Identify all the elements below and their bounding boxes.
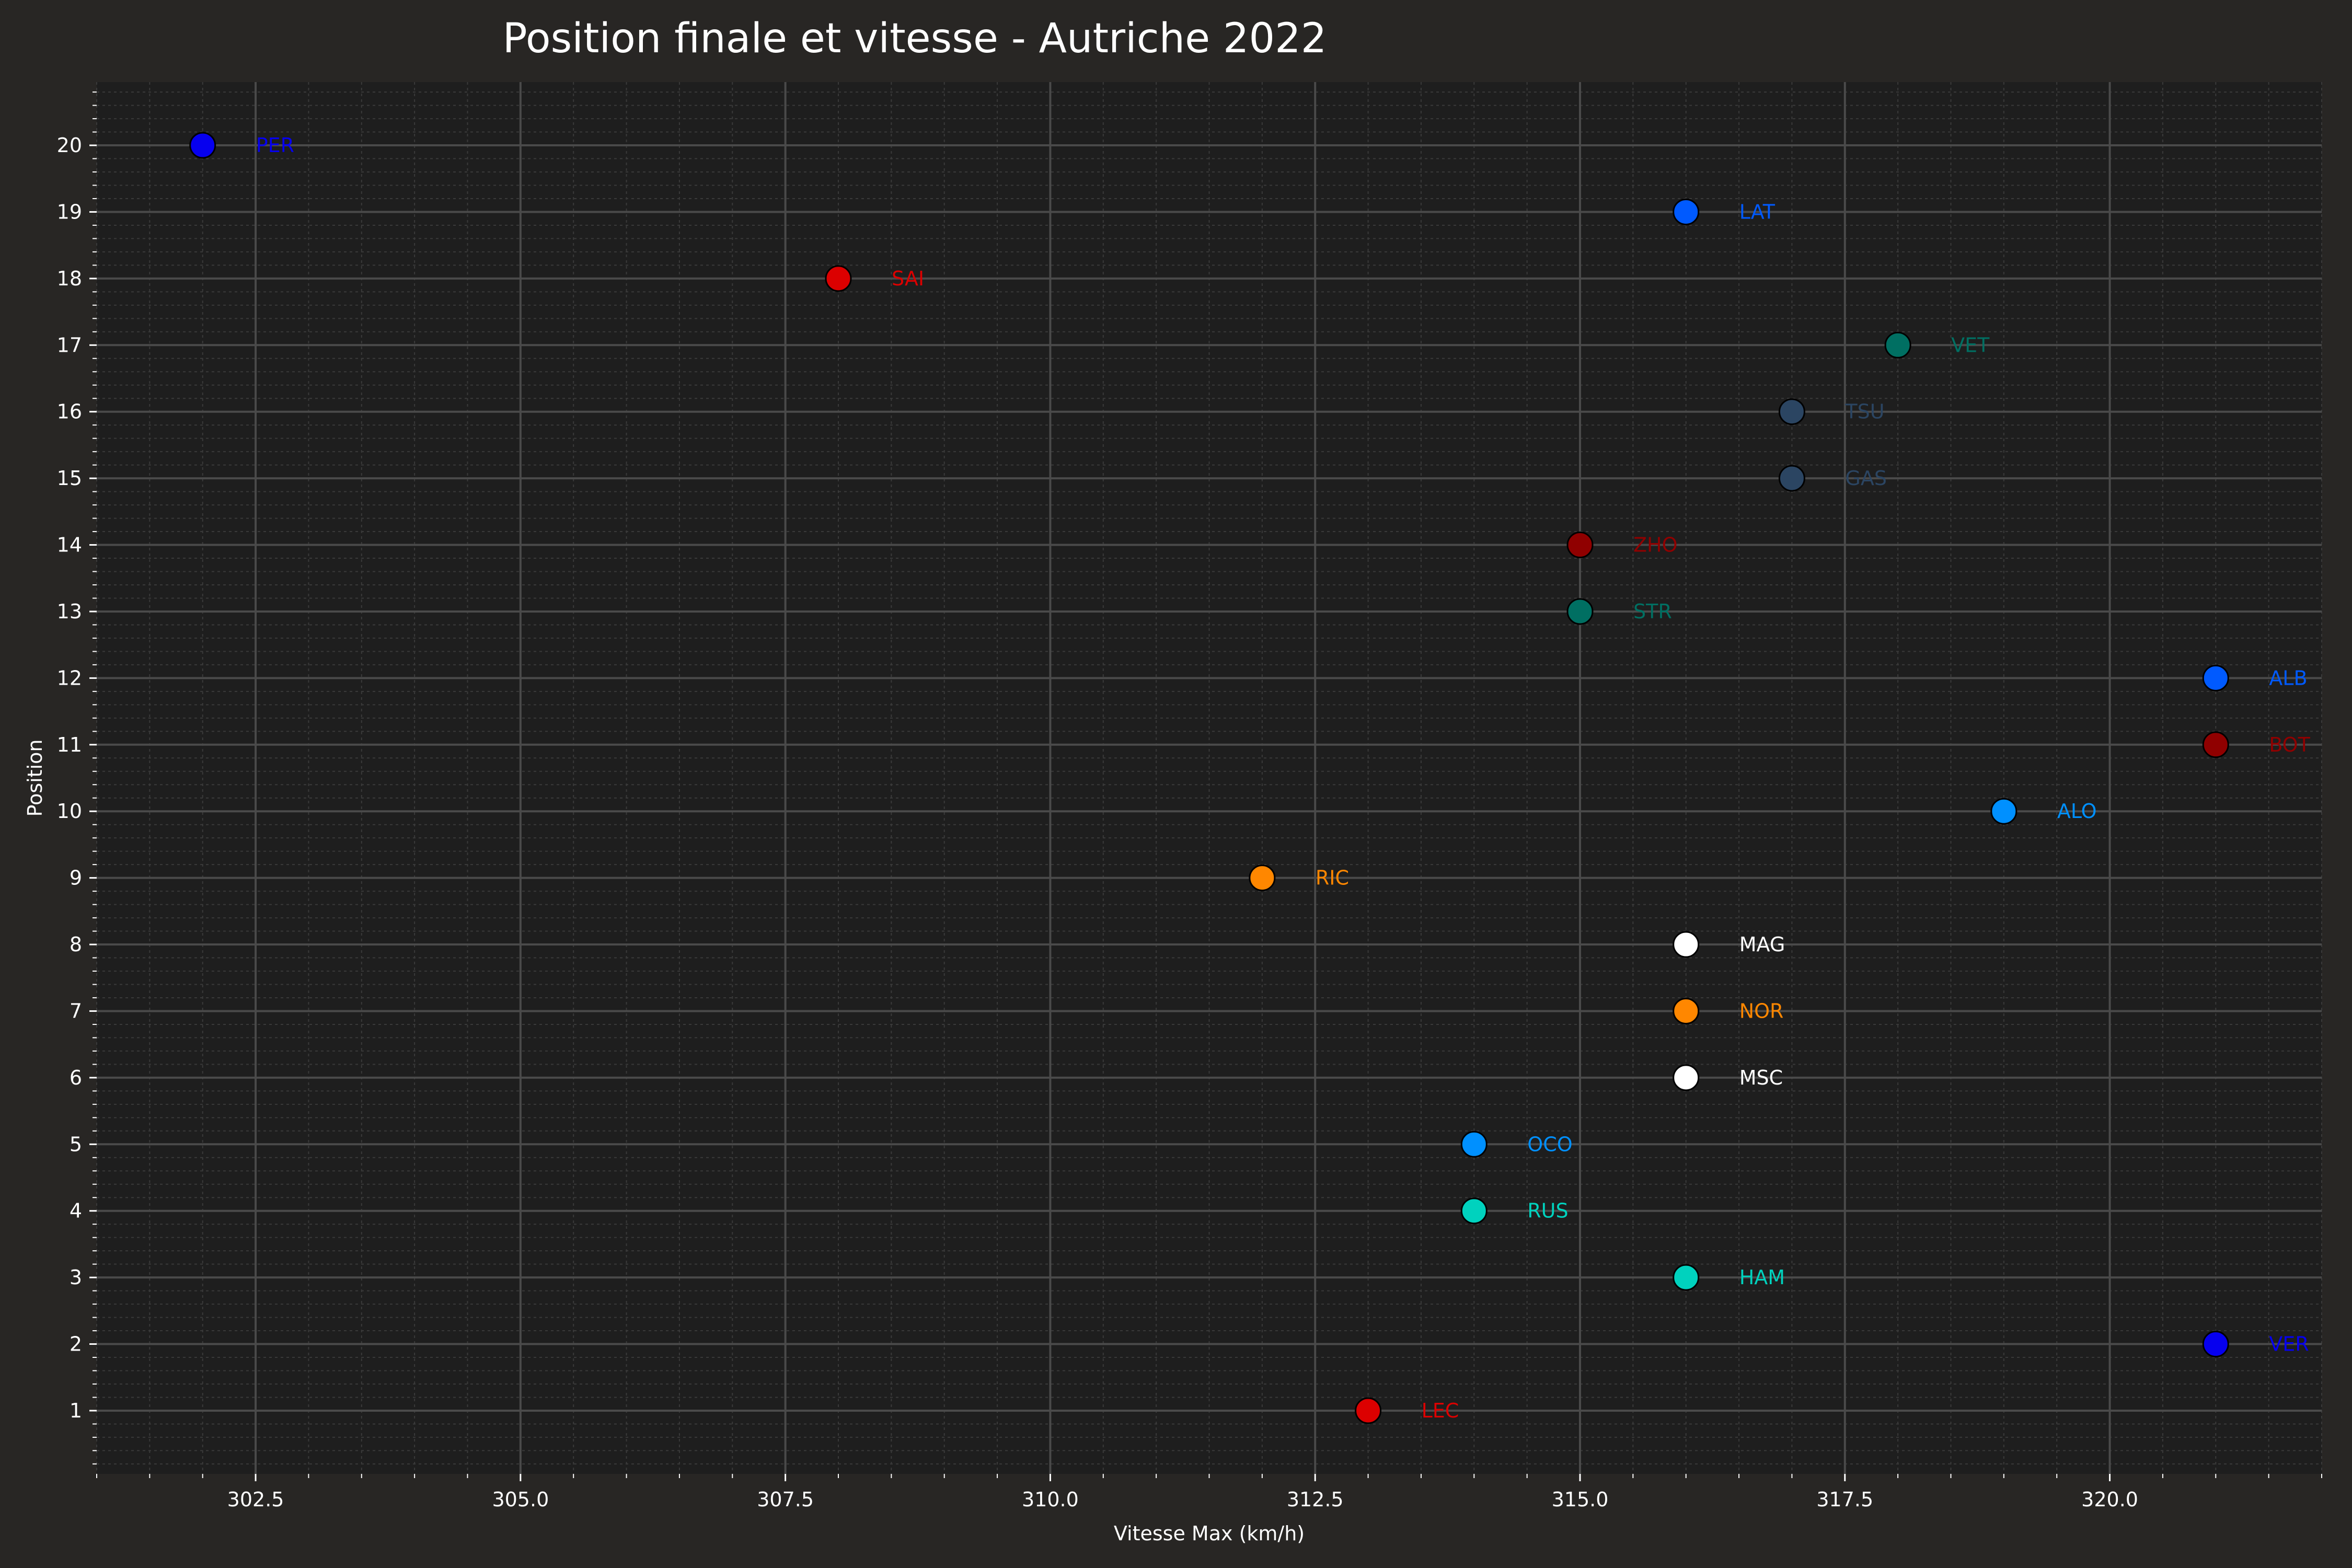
- y-tick-label: 6: [70, 1066, 82, 1089]
- y-tick-label: 13: [57, 600, 82, 623]
- y-tick-label: 3: [70, 1266, 82, 1289]
- data-point-ver: [2202, 1331, 2229, 1358]
- y-tick-label: 11: [57, 733, 82, 756]
- data-point-lec: [1355, 1397, 1382, 1424]
- data-point-label-lat: LAT: [1739, 200, 1775, 223]
- y-tick-label: 18: [57, 267, 82, 290]
- data-point-bot: [2202, 731, 2229, 758]
- data-point-label-str: STR: [1633, 600, 1672, 623]
- minor-grid: [96, 82, 2322, 1474]
- data-point-label-rus: RUS: [1527, 1200, 1568, 1223]
- major-grid: [97, 82, 2322, 1474]
- data-point-label-nor: NOR: [1739, 999, 1784, 1022]
- y-axis-title: Position: [24, 740, 47, 817]
- data-point-mag: [1673, 931, 1700, 958]
- x-tick-label: 320.0: [2081, 1488, 2138, 1511]
- data-points: [189, 132, 2229, 1424]
- data-point-vet: [1884, 331, 1911, 359]
- data-point-label-ver: VER: [2269, 1333, 2309, 1356]
- data-point-gas: [1778, 465, 1805, 492]
- data-point-alo: [1990, 798, 2017, 825]
- data-point-alb: [2202, 664, 2229, 691]
- data-point-ham: [1673, 1264, 1700, 1291]
- data-point-nor: [1673, 997, 1700, 1024]
- data-point-sai: [825, 265, 852, 292]
- data-point-label-zho: ZHO: [1633, 534, 1678, 557]
- y-tick-label: 12: [57, 666, 82, 689]
- x-tick-label: 317.5: [1816, 1488, 1873, 1511]
- data-point-label-gas: GAS: [1845, 467, 1887, 490]
- data-point-label-ric: RIC: [1316, 867, 1349, 890]
- y-tick-label: 9: [70, 867, 82, 890]
- x-axis-title: Vitesse Max (km/h): [1114, 1522, 1305, 1545]
- data-point-zho: [1566, 532, 1594, 559]
- x-tick-label: 302.5: [227, 1488, 284, 1511]
- data-point-label-tsu: TSU: [1844, 400, 1884, 423]
- y-tick-label: 8: [70, 933, 82, 956]
- y-tick-label: 14: [57, 534, 82, 557]
- data-point-label-msc: MSC: [1739, 1066, 1783, 1089]
- data-point-label-alb: ALB: [2269, 666, 2307, 689]
- x-tick-label: 307.5: [757, 1488, 814, 1511]
- x-tick-label: 310.0: [1022, 1488, 1079, 1511]
- data-point-label-oco: OCO: [1527, 1133, 1572, 1156]
- data-point-label-mag: MAG: [1739, 933, 1785, 956]
- y-tick-label: 1: [70, 1399, 82, 1422]
- data-point-ric: [1249, 864, 1276, 892]
- data-point-labels: PER LAT SAI VET TSU GAS ZHO STR ALB BOT ALO RIC MAG N…: [256, 134, 2311, 1422]
- chart-title: Position finale et vitesse - Autriche 20…: [503, 15, 1327, 62]
- x-tick-label: 315.0: [1552, 1488, 1609, 1511]
- data-point-oco: [1460, 1131, 1488, 1158]
- data-point-tsu: [1778, 398, 1805, 425]
- data-point-lat: [1673, 198, 1700, 225]
- y-tick-label: 16: [57, 400, 82, 423]
- x-tick-label: 305.0: [492, 1488, 549, 1511]
- x-axis-tick-labels: 302.5 305.0 307.5 310.0 312.5 315.0 317.5 320.0: [227, 1488, 2138, 1511]
- y-tick-label: 15: [57, 467, 82, 490]
- y-tick-label: 5: [70, 1133, 82, 1156]
- data-point-label-per: PER: [256, 134, 294, 157]
- axis-ticks: [89, 91, 2322, 1481]
- data-point-per: [189, 132, 216, 159]
- data-point-msc: [1673, 1064, 1700, 1091]
- data-point-label-lec: LEC: [1422, 1399, 1459, 1422]
- y-tick-label: 10: [57, 800, 82, 823]
- data-point-label-alo: ALO: [2057, 800, 2097, 823]
- data-point-label-bot: BOT: [2269, 733, 2310, 756]
- data-point-label-vet: VET: [1951, 333, 1990, 356]
- x-tick-label: 312.5: [1287, 1488, 1344, 1511]
- data-point-str: [1566, 598, 1594, 625]
- y-tick-label: 4: [70, 1200, 82, 1223]
- y-tick-label: 2: [70, 1333, 82, 1356]
- data-point-label-sai: SAI: [892, 267, 924, 290]
- y-tick-label: 20: [57, 134, 82, 157]
- y-tick-label: 19: [57, 200, 82, 223]
- y-tick-label: 17: [57, 333, 82, 356]
- data-point-label-ham: HAM: [1739, 1266, 1785, 1289]
- data-point-rus: [1460, 1197, 1488, 1225]
- y-tick-label: 7: [70, 999, 82, 1022]
